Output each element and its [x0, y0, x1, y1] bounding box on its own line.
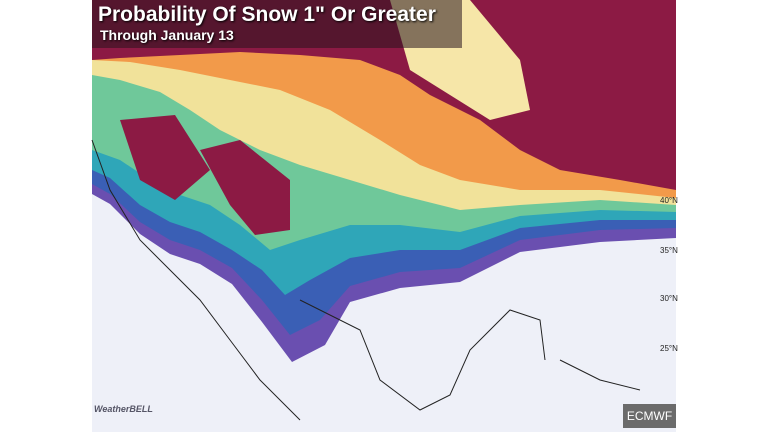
coastline — [91, 139, 301, 421]
latitude-label: 25°N — [660, 344, 678, 353]
logo: WeatherBELL — [94, 404, 153, 414]
caribbean — [559, 359, 641, 391]
subtitle: Through January 13 — [100, 27, 234, 43]
band-dark-red-west — [120, 115, 290, 235]
title-box: Probability Of Snow 1" Or Greater Throug… — [92, 0, 462, 48]
latitude-label: 35°N — [660, 246, 678, 255]
title: Probability Of Snow 1" Or Greater — [98, 3, 436, 26]
latitude-label: 40°N — [660, 196, 678, 205]
gulf-coast — [299, 299, 546, 411]
source-label: ECMWF — [623, 404, 676, 428]
latitude-label: 30°N — [660, 294, 678, 303]
